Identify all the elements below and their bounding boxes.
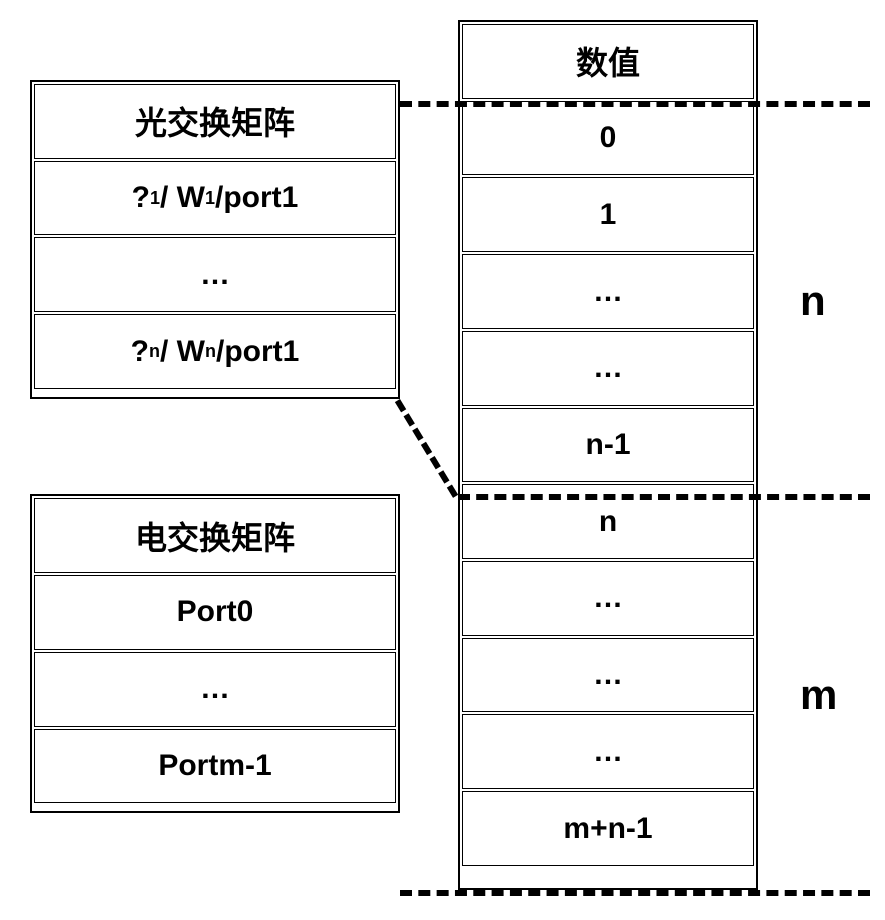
- side-label-n: n: [800, 277, 826, 325]
- value-cell: n-1: [462, 408, 754, 483]
- dashed-line-mid-skew: [395, 399, 458, 498]
- value-cell: …: [462, 714, 754, 789]
- optical-matrix-table: 光交换矩阵?1/ W1/port1…?n/ Wn/port1: [30, 80, 400, 399]
- value-cell: 0: [462, 101, 754, 176]
- value-table: 数值01……n-1n………m+n-1: [458, 20, 758, 890]
- dashed-line-top: [400, 101, 870, 107]
- value-cell: …: [462, 331, 754, 406]
- table-header: 电交换矩阵: [34, 498, 396, 573]
- value-table-header: 数值: [462, 24, 754, 99]
- diagram-root: 数值01……n-1n………m+n-1 光交换矩阵?1/ W1/port1…?n/…: [10, 20, 870, 900]
- table-row: …: [34, 237, 396, 312]
- table-header: 光交换矩阵: [34, 84, 396, 159]
- value-cell: m+n-1: [462, 791, 754, 866]
- side-label-m: m: [800, 671, 837, 719]
- dashed-line-bottom: [400, 890, 870, 896]
- table-row: ?n/ Wn/port1: [34, 314, 396, 389]
- table-row: Portm-1: [34, 729, 396, 804]
- dashed-line-mid-right: [458, 494, 870, 500]
- table-row: …: [34, 652, 396, 727]
- value-cell: 1: [462, 177, 754, 252]
- value-cell: …: [462, 561, 754, 636]
- value-cell: …: [462, 254, 754, 329]
- electrical-matrix-table: 电交换矩阵Port0…Portm-1: [30, 494, 400, 813]
- value-cell: …: [462, 638, 754, 713]
- table-row: ?1/ W1/port1: [34, 161, 396, 236]
- table-row: Port0: [34, 575, 396, 650]
